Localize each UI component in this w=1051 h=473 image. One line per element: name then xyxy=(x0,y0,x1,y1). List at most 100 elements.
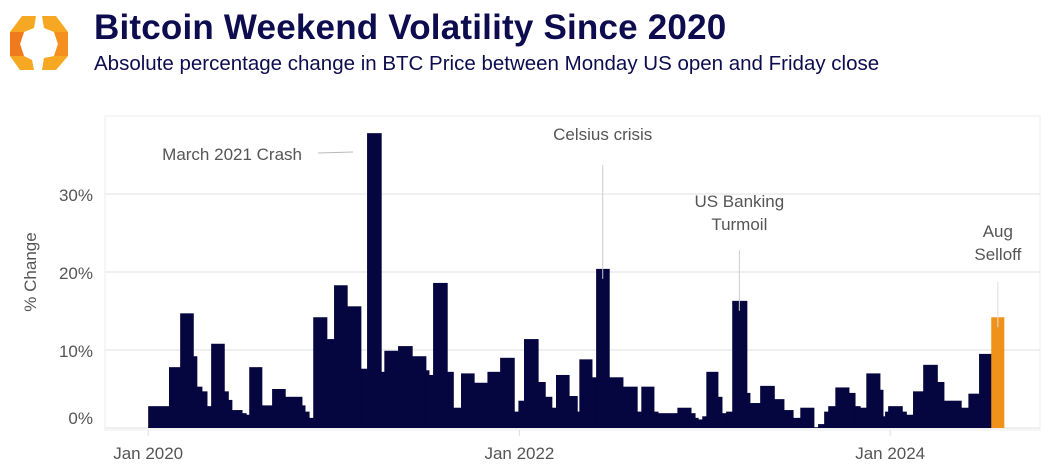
x-tick-label: Jan 2022 xyxy=(484,444,554,463)
bar xyxy=(193,356,198,428)
bar xyxy=(718,396,723,428)
y-tick-label: 20% xyxy=(59,264,93,283)
bar xyxy=(885,411,889,428)
bar xyxy=(474,382,488,428)
bar xyxy=(906,414,914,428)
bar xyxy=(961,407,969,428)
bar xyxy=(433,282,448,428)
bar xyxy=(760,385,775,428)
bar xyxy=(523,339,539,428)
bar xyxy=(824,411,829,428)
bar xyxy=(726,411,733,428)
bar xyxy=(249,367,263,428)
bar xyxy=(902,411,907,428)
bar xyxy=(813,427,819,428)
bar xyxy=(272,389,286,428)
bar xyxy=(551,407,557,428)
bar xyxy=(326,339,335,428)
annotation-label: US Banking xyxy=(694,192,784,211)
bar xyxy=(334,285,348,428)
bar xyxy=(545,396,553,428)
bar xyxy=(577,411,580,428)
bar xyxy=(609,377,624,428)
bar xyxy=(706,371,719,428)
bar xyxy=(453,407,462,428)
bar xyxy=(367,133,382,428)
bar xyxy=(818,424,825,428)
logo-left-bracket xyxy=(10,16,36,70)
bar xyxy=(596,268,610,428)
bar xyxy=(285,396,303,428)
bar xyxy=(555,374,570,428)
annotation-label: Turmoil xyxy=(711,215,767,234)
bar xyxy=(855,406,861,428)
bar xyxy=(148,406,170,428)
bar xyxy=(360,368,368,428)
bar xyxy=(592,377,597,428)
bar xyxy=(196,386,203,428)
bar xyxy=(849,392,856,428)
bar xyxy=(866,373,881,428)
bar xyxy=(487,371,501,428)
annotations: March 2021 Crash Celsius crisis US Banking… xyxy=(162,125,1022,328)
bar xyxy=(937,381,945,428)
bar xyxy=(722,413,727,428)
bar xyxy=(224,391,229,428)
y-axis-ticks: 0% 10% 20% 30% xyxy=(59,186,93,428)
y-tick-label: 10% xyxy=(59,342,93,361)
chart-subtitle: Absolute percentage change in BTC Price … xyxy=(94,52,880,75)
y-axis-label: % Change xyxy=(21,232,40,311)
bar xyxy=(641,386,655,428)
bar xyxy=(261,405,273,428)
bar xyxy=(698,419,703,428)
y-tick-label: 0% xyxy=(68,409,93,428)
bar xyxy=(228,399,233,428)
bars xyxy=(148,133,1005,428)
bar xyxy=(207,406,212,428)
bar xyxy=(384,350,399,428)
bar xyxy=(835,387,850,428)
company-logo xyxy=(10,16,68,70)
bar xyxy=(695,417,699,428)
bar xyxy=(518,400,525,428)
bar xyxy=(637,411,642,428)
bar xyxy=(658,413,678,428)
bar xyxy=(168,367,181,428)
bar xyxy=(302,405,306,428)
bar xyxy=(800,407,815,428)
annotation-label: Aug xyxy=(983,222,1013,241)
bar xyxy=(828,406,836,428)
bar xyxy=(979,353,992,428)
bar xyxy=(412,356,427,428)
bar xyxy=(398,346,413,428)
bar xyxy=(746,392,751,428)
bar xyxy=(923,364,938,428)
annotation-label: Selloff xyxy=(974,245,1021,264)
annotation-leader xyxy=(317,151,354,154)
bar xyxy=(913,391,924,428)
bar xyxy=(180,313,194,428)
logo-left-bracket-shade xyxy=(10,32,24,56)
bar xyxy=(623,386,638,428)
bar xyxy=(313,317,328,428)
bar xyxy=(860,407,867,428)
bar xyxy=(242,413,247,428)
bar xyxy=(447,371,454,428)
plot-border xyxy=(104,115,1041,431)
annotation-label: Celsius crisis xyxy=(553,125,652,144)
y-tick-label: 30% xyxy=(59,186,93,205)
bar xyxy=(654,411,659,428)
annotation-label: March 2021 Crash xyxy=(162,145,302,164)
bar xyxy=(461,373,475,428)
x-tick-label: Jan 2024 xyxy=(855,444,925,463)
bar xyxy=(732,300,748,428)
bar xyxy=(202,391,208,428)
logo-right-bracket-shade xyxy=(54,32,68,56)
bar xyxy=(691,413,696,428)
x-axis-ticks: Jan 2020 Jan 2022 Jan 2024 xyxy=(113,430,925,463)
bar xyxy=(538,381,546,428)
bar xyxy=(968,393,980,428)
bar xyxy=(347,306,362,428)
bar xyxy=(883,416,886,428)
